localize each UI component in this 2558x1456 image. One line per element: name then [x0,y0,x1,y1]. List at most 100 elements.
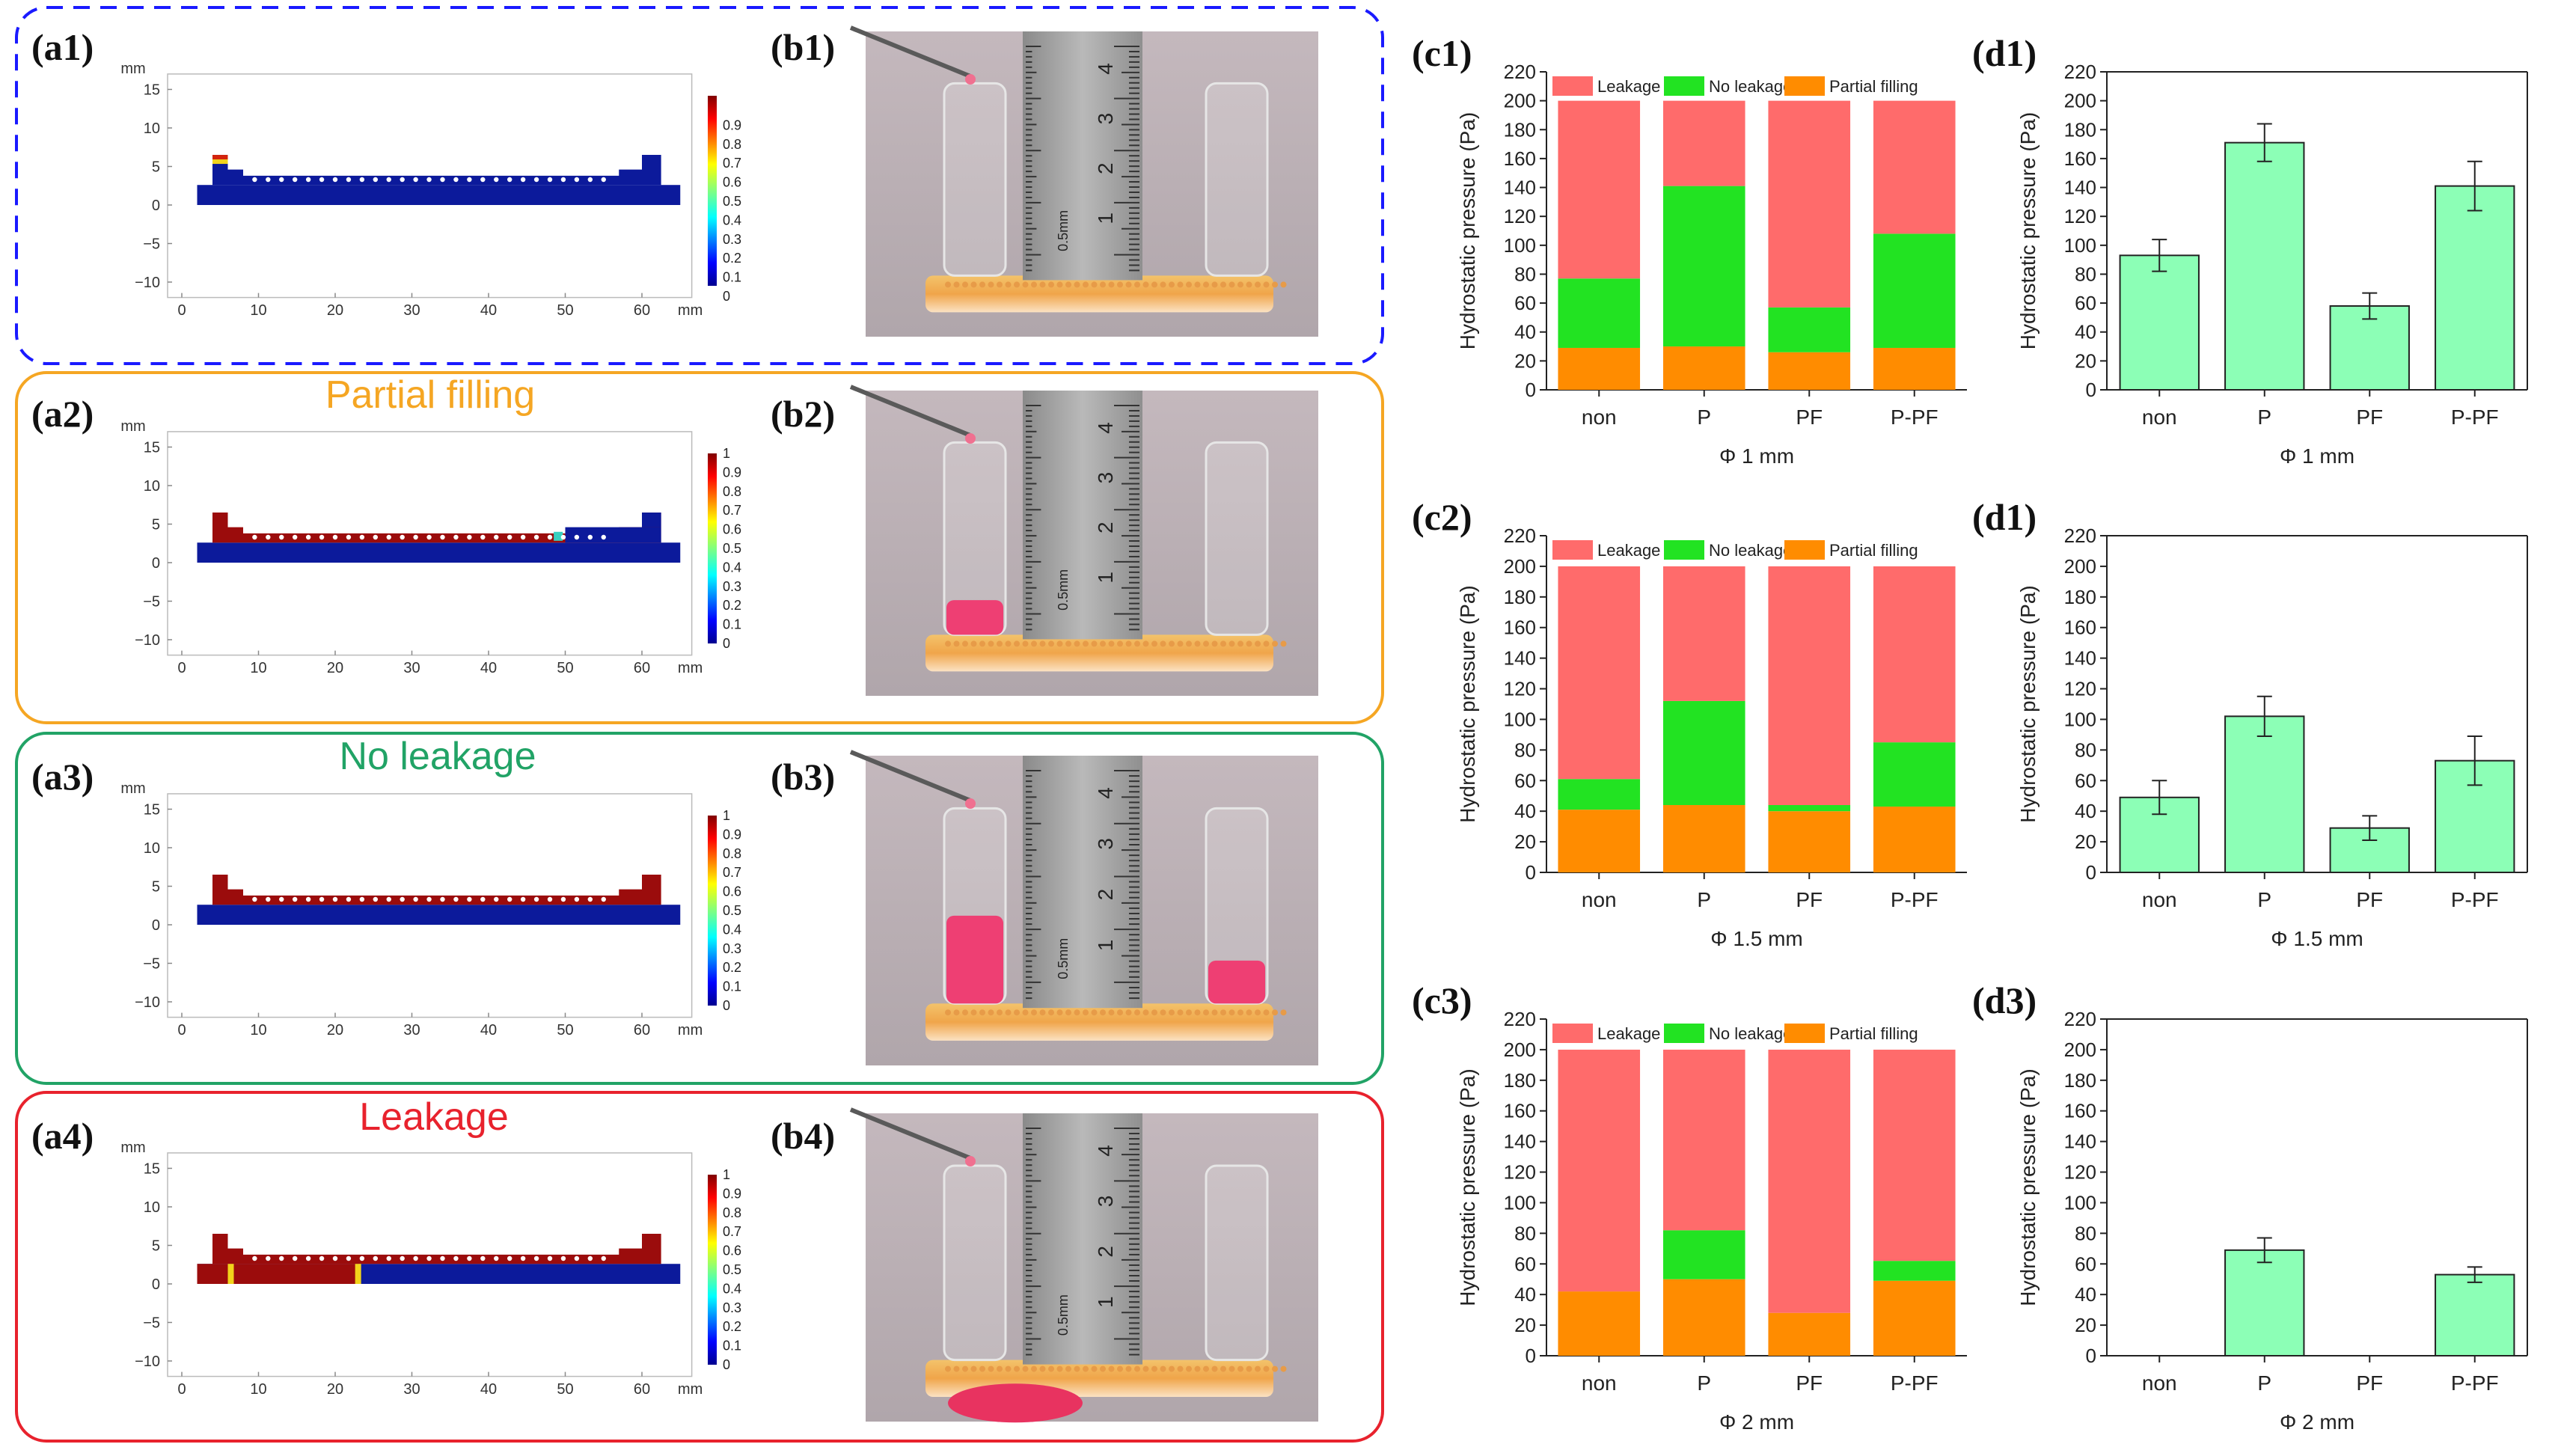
photo-chip-hole [953,640,960,647]
chart-y-tick-label: 120 [2064,1161,2096,1184]
sim-colorbar-tick: 0.2 [723,598,741,613]
sim-pore [574,1255,580,1261]
photo-chip-hole [1177,1365,1184,1372]
sim-pore [386,1255,391,1261]
bar-segment-partial-filling [1873,807,1956,872]
sim-y-tick-label: 10 [144,840,160,857]
sim-colorbar-tick: 0.7 [723,156,741,171]
sim-pore [252,177,257,183]
bar-segment-leakage [1558,566,1641,780]
photo-right-tube [1205,441,1269,636]
photo-ruler-number: 3 [1094,472,1117,484]
bar-segment-partial-filling [1662,346,1745,390]
sim-colorbar-tick: 0.7 [723,1224,741,1239]
sim-pore [547,896,553,902]
sim-pore [292,177,298,183]
photo-chip-hole [1014,640,1020,647]
legend-label: Leakage [1597,1024,1660,1043]
chart-category-label: non [1582,1371,1617,1395]
sim-colorbar-tick: 0.9 [723,1186,741,1201]
sim-pore [494,896,499,902]
sim-colorbar-tick: 0.6 [723,884,741,899]
bar-value [2119,254,2200,391]
photo-chip-hole [1272,1365,1278,1372]
photo-ruler-number: 3 [1094,1196,1117,1208]
photo-chip-hole [1194,640,1201,647]
sim-x-tick-label: 40 [480,1022,497,1039]
photo-ruler-number: 3 [1094,113,1117,125]
photo-chip-hole [1263,640,1270,647]
photo-chip-hole [1237,1365,1243,1372]
legend-swatch [1784,540,1825,560]
chart-y-tick-label: 220 [2064,524,2096,547]
chart-y-tick-label: 20 [2075,831,2096,853]
sim-x-tick-label: 60 [634,660,650,676]
photo-ruler-number: 2 [1094,162,1117,174]
sim-pore [547,534,553,540]
chart-y-label: Hydrostatic pressure (Pa) [2016,585,2040,822]
bar-segment-partial-filling [1558,1291,1641,1356]
sim-pore [587,534,593,540]
sim-x-tick-label: 0 [177,302,186,319]
sim-plot-frame [167,793,693,1018]
bar-segment-no-leakage [1558,278,1641,348]
photo-chip-hole [1014,281,1020,288]
photo-chip-hole [1014,1009,1020,1016]
photo-chip-hole [1263,281,1270,288]
chart-category-label: non [1582,888,1617,911]
photo-chip-hole [1091,281,1098,288]
sim-pore [440,534,445,540]
legend-swatch [1552,76,1593,96]
photo-chip-hole [1142,1365,1149,1372]
chart-c1: 0 20 40 60 80 100 120 140 160 180 200 220 Hydrostati… [1412,32,1967,468]
sim-colorbar-tick: 0.5 [723,194,741,209]
photo-chip-hole [1142,281,1149,288]
photo-chip-hole [1005,281,1012,288]
sim-pore [574,177,580,183]
photo-chip-hole [1203,640,1209,647]
chart-y-tick-label: 20 [2075,349,2096,372]
sim-pore [400,534,405,540]
sim-y-tick-label: −10 [135,1353,160,1370]
sim-pore [279,1255,284,1261]
sim-colorbar-tick: 0 [723,998,730,1013]
sim-leak-front-right [355,1264,361,1284]
sim-pore [319,1255,325,1261]
photo-ruler-number: 4 [1094,63,1117,75]
photo-chip-hole [945,281,951,288]
chart-y-tick-label: 200 [2064,1039,2096,1061]
chart-y-tick-label: 140 [1504,1131,1536,1153]
sim-colorbar-tick: 1 [723,446,730,461]
sim-colorbar-tick: 0.5 [723,1262,741,1277]
chart-y-tick-label: 200 [1504,90,1536,112]
photo-left-liquid [946,915,1003,1004]
sim-pore [292,1255,298,1261]
sim-x-tick-label: 20 [327,660,343,676]
photo-chip-hole [997,1009,1003,1016]
photo-chip-hole [1272,281,1278,288]
sim-colorbar [708,1175,717,1365]
chart-y-tick-label: 200 [2064,90,2096,112]
chart-y-tick-label: 40 [1514,321,1536,343]
chart-y-tick-label: 160 [2064,617,2096,639]
sim-pore [587,1255,593,1261]
sim-pore [359,1255,365,1261]
bar-segment-partial-filling [1558,347,1641,390]
sim-pore [332,534,338,540]
chart-y-tick-label: 200 [1504,555,1536,578]
chart-y-tick-label: 180 [1504,1069,1536,1092]
sim-pore [279,534,284,540]
chart-y-label: Hydrostatic pressure (Pa) [1456,112,1479,349]
sim-pore [560,1255,566,1261]
photo-chip-hole [1280,1365,1287,1372]
photo-chip-hole [1022,1009,1029,1016]
sim-x-unit: mm [678,1022,703,1039]
photo-chip-hole [1117,1365,1123,1372]
sim-y-tick-label: 5 [152,159,160,176]
photo-chip-hole [1220,1009,1226,1016]
sim-pore [480,534,486,540]
photo-right-liquid [1208,960,1265,1004]
sim-pore [467,534,472,540]
chart-y-tick-label: 100 [1504,234,1536,257]
sim-y-tick-label: 0 [152,555,160,572]
